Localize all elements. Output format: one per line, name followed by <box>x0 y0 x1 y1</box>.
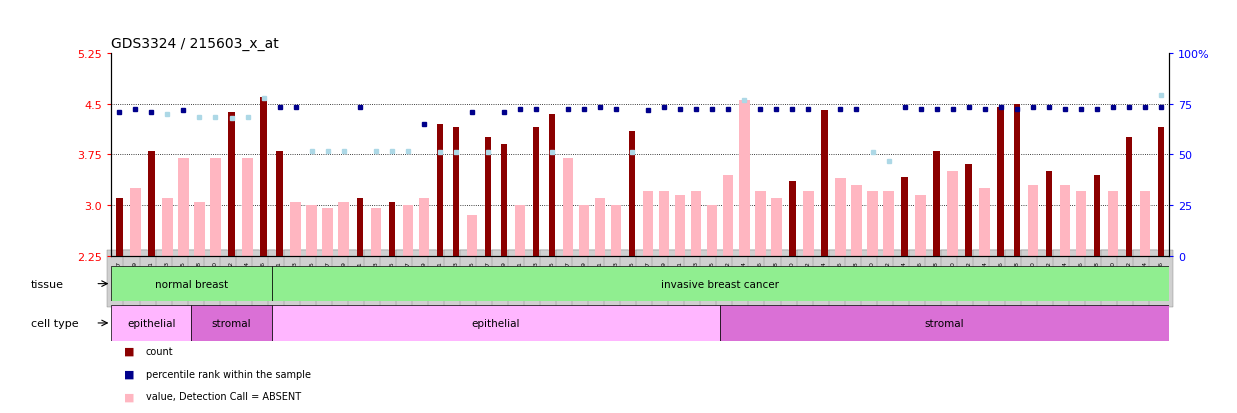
Bar <box>272 266 1169 301</box>
Bar <box>948 172 957 256</box>
Bar <box>851 185 862 256</box>
Text: count: count <box>146 346 173 356</box>
Bar <box>675 195 685 256</box>
Text: ■: ■ <box>124 346 134 356</box>
Bar <box>720 306 1169 341</box>
Text: epithelial: epithelial <box>471 318 521 328</box>
Bar <box>1028 185 1038 256</box>
Bar <box>867 192 878 256</box>
Bar <box>339 202 349 256</box>
Bar <box>307 206 317 256</box>
Bar <box>1139 192 1150 256</box>
Bar <box>242 158 252 256</box>
Bar <box>902 177 908 256</box>
Bar <box>1107 192 1118 256</box>
Bar <box>229 112 235 256</box>
Bar <box>1060 185 1070 256</box>
Bar <box>501 145 507 256</box>
Bar <box>1094 175 1100 256</box>
Bar <box>272 306 720 341</box>
Bar <box>418 199 429 256</box>
Bar <box>643 192 653 256</box>
Bar <box>915 195 925 256</box>
Bar <box>148 152 155 256</box>
Bar <box>549 114 555 256</box>
Bar <box>276 152 283 256</box>
Bar <box>738 101 750 256</box>
Text: epithelial: epithelial <box>127 318 176 328</box>
Bar <box>563 158 573 256</box>
Bar <box>515 206 526 256</box>
Text: stromal: stromal <box>212 318 251 328</box>
Text: tissue: tissue <box>31 279 64 289</box>
Text: GDS3324 / 215603_x_at: GDS3324 / 215603_x_at <box>111 37 280 51</box>
Bar <box>485 138 491 256</box>
Bar <box>111 306 192 341</box>
Bar <box>130 189 141 256</box>
Bar <box>192 306 272 341</box>
Bar <box>789 182 795 256</box>
Bar <box>821 111 828 256</box>
Bar <box>1076 192 1086 256</box>
Bar <box>260 97 267 256</box>
Bar <box>965 165 972 256</box>
Bar <box>724 175 734 256</box>
Bar <box>803 192 814 256</box>
Bar <box>835 178 846 256</box>
Bar <box>356 199 362 256</box>
Text: stromal: stromal <box>925 318 965 328</box>
Bar <box>210 158 220 256</box>
Bar <box>1045 172 1051 256</box>
Bar <box>934 152 940 256</box>
Bar <box>388 202 395 256</box>
Bar <box>323 209 333 256</box>
Text: ■: ■ <box>124 369 134 379</box>
Bar <box>755 192 766 256</box>
Bar <box>595 199 605 256</box>
Bar <box>533 128 539 256</box>
Bar <box>437 125 443 256</box>
Bar <box>628 131 636 256</box>
Bar <box>997 108 1004 256</box>
Bar <box>116 199 122 256</box>
Bar <box>708 206 717 256</box>
Bar <box>291 202 301 256</box>
Bar <box>178 158 189 256</box>
Bar <box>371 209 381 256</box>
Text: ■: ■ <box>124 392 134 401</box>
Bar <box>162 199 173 256</box>
Bar <box>883 192 894 256</box>
Text: normal breast: normal breast <box>155 279 228 289</box>
Bar <box>111 266 272 301</box>
Text: percentile rank within the sample: percentile rank within the sample <box>146 369 310 379</box>
Bar <box>466 216 477 256</box>
Bar <box>611 206 621 256</box>
Bar <box>402 206 413 256</box>
Bar <box>1013 104 1021 256</box>
Bar <box>579 206 589 256</box>
Text: cell type: cell type <box>31 318 79 328</box>
Bar <box>691 192 701 256</box>
Bar <box>980 189 990 256</box>
Bar <box>453 128 459 256</box>
Text: invasive breast cancer: invasive breast cancer <box>662 279 779 289</box>
Bar <box>771 199 782 256</box>
Bar <box>194 202 204 256</box>
Bar <box>1158 128 1164 256</box>
Bar <box>659 192 669 256</box>
Bar <box>1126 138 1132 256</box>
Text: value, Detection Call = ABSENT: value, Detection Call = ABSENT <box>146 392 301 401</box>
